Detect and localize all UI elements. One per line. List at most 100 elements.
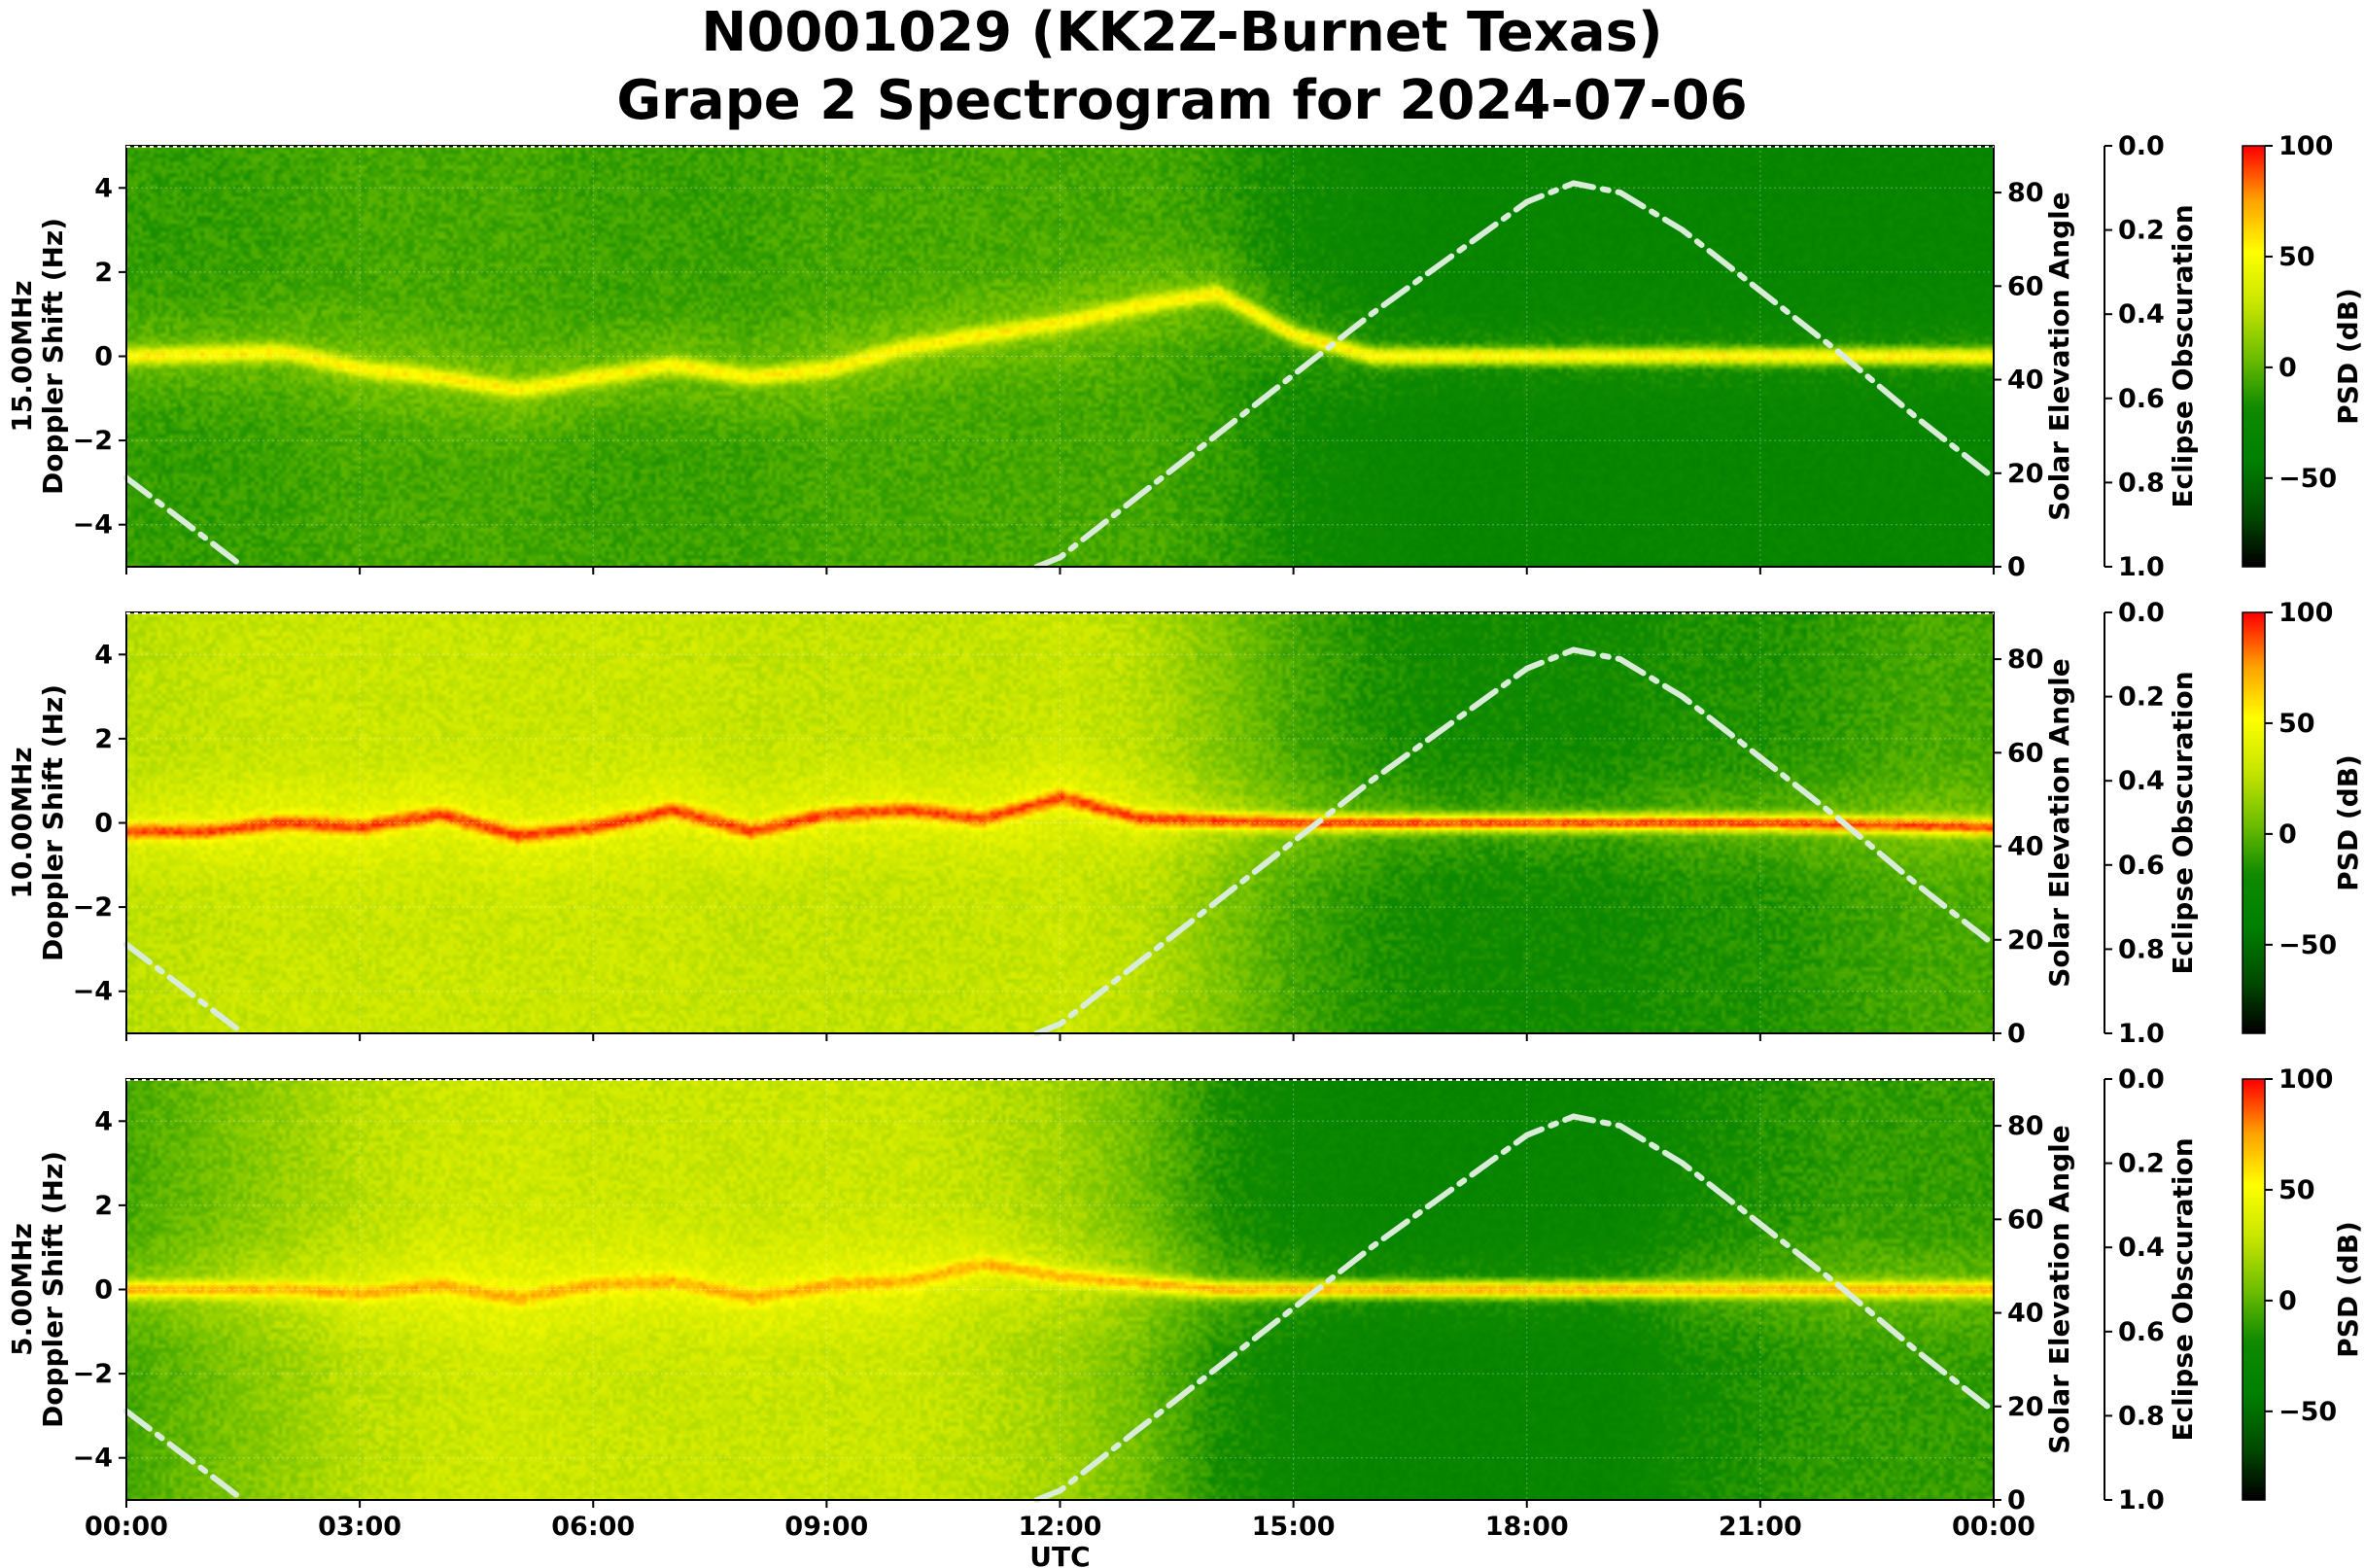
y-tick-label: 0 — [94, 342, 113, 372]
solar-axis-label: Solar Elevation Angle — [2043, 1125, 2075, 1453]
eclipse-tick-label: 0.2 — [2118, 216, 2165, 246]
y-tick-label: 0 — [94, 1275, 113, 1306]
panels: 420−2−415.00MHz Doppler Shift (Hz)0204060… — [6, 131, 2364, 1568]
eclipse-axis-label: Eclipse Obscuration — [2167, 1137, 2199, 1441]
spectrogram-heatmap — [126, 146, 1994, 567]
psd-colorbar — [2243, 1079, 2265, 1500]
eclipse-tick-label: 0.4 — [2118, 1233, 2165, 1263]
y-tick-label: −2 — [73, 1359, 113, 1389]
y-tick-label: −4 — [73, 1444, 113, 1474]
panel-5.00MHz: 420−2−45.00MHz Doppler Shift (Hz)02040608… — [6, 1064, 2364, 1568]
colorbar-label: PSD (dB) — [2332, 754, 2364, 891]
panel-10.00MHz: 420−2−410.00MHz Doppler Shift (Hz)0204060… — [6, 598, 2364, 1049]
solar-elevation-curve — [1033, 1113, 1997, 1503]
y-axis-label-frequency: 10.00MHz — [6, 747, 38, 898]
colorbar-tick-label: 50 — [2278, 709, 2315, 739]
eclipse-tick-label: 0.8 — [2118, 468, 2165, 498]
colorbar-tick-label: 0 — [2278, 353, 2297, 383]
x-axis-label: UTC — [1029, 1541, 1090, 1568]
colorbar-tick-label: −50 — [2278, 464, 2337, 494]
eclipse-tick-label: 0.6 — [2118, 384, 2165, 414]
colorbar-tick-label: 50 — [2278, 1175, 2315, 1205]
y-tick-label: 0 — [94, 809, 113, 839]
colorbar-label: PSD (dB) — [2332, 288, 2364, 425]
eclipse-tick-label: 1.0 — [2118, 552, 2165, 582]
eclipse-axis-label: Eclipse Obscuration — [2167, 204, 2199, 507]
y-tick-label: −2 — [73, 426, 113, 456]
eclipse-tick-label: 0.8 — [2118, 1401, 2165, 1431]
solar-axis-label: Solar Elevation Angle — [2043, 658, 2075, 987]
x-tick-label: 15:00 — [1252, 1512, 1336, 1542]
figure-title-line2: Grape 2 Spectrogram for 2024-07-06 — [616, 69, 1747, 132]
eclipse-tick-label: 0.6 — [2118, 851, 2165, 881]
solar-tick-label: 40 — [2007, 1299, 2044, 1329]
figure-title-line1: N0001029 (KK2Z-Burnet Texas) — [701, 1, 1662, 64]
eclipse-tick-label: 0.8 — [2118, 934, 2165, 964]
solar-tick-label: 20 — [2007, 459, 2044, 489]
solar-tick-label: 60 — [2007, 1204, 2044, 1235]
eclipse-tick-label: 0.6 — [2118, 1317, 2165, 1347]
y-axis-label-frequency: 5.00MHz — [6, 1223, 38, 1356]
y-tick-label: −2 — [73, 892, 113, 923]
y-tick-label: 2 — [94, 1191, 113, 1221]
solar-tick-label: 0 — [2007, 552, 2026, 582]
y-axis-label-frequency: 15.00MHz — [6, 280, 38, 432]
eclipse-tick-label: 0.2 — [2118, 682, 2165, 713]
x-tick-label: 21:00 — [1719, 1512, 1802, 1542]
solar-tick-label: 80 — [2007, 1111, 2044, 1141]
eclipse-tick-label: 0.0 — [2118, 131, 2165, 161]
colorbar-frame — [2242, 1078, 2266, 1501]
colorbar-tick-label: −50 — [2278, 1397, 2337, 1427]
x-tick-label: 06:00 — [551, 1512, 635, 1542]
solar-elevation-curve — [123, 1408, 247, 1503]
solar-elevation-curve — [123, 474, 247, 570]
solar-tick-label: 20 — [2007, 925, 2044, 956]
solar-tick-label: 0 — [2007, 1485, 2026, 1516]
eclipse-tick-label: 1.0 — [2118, 1485, 2165, 1516]
y-tick-label: 2 — [94, 724, 113, 754]
y-tick-label: 4 — [94, 173, 113, 203]
colorbar-tick-label: 100 — [2278, 131, 2333, 161]
x-tick-label: 18:00 — [1485, 1512, 1569, 1542]
x-tick-label: 03:00 — [318, 1512, 401, 1542]
solar-elevation-curve — [123, 941, 247, 1036]
y-tick-label: 2 — [94, 258, 113, 288]
y-tick-label: −4 — [73, 510, 113, 540]
y-tick-label: −4 — [73, 977, 113, 1007]
solar-tick-label: 40 — [2007, 832, 2044, 862]
colorbar-tick-label: 50 — [2278, 242, 2315, 272]
y-axis-label-doppler: Doppler Shift (Hz) — [37, 684, 69, 961]
psd-colorbar — [2243, 612, 2265, 1033]
solar-tick-label: 80 — [2007, 645, 2044, 675]
spectrogram-heatmap — [126, 612, 1994, 1033]
colorbar-tick-label: 100 — [2278, 1064, 2333, 1095]
eclipse-tick-label: 0.4 — [2118, 299, 2165, 330]
eclipse-axis-label: Eclipse Obscuration — [2167, 671, 2199, 974]
eclipse-tick-label: 0.4 — [2118, 766, 2165, 796]
colorbar-tick-label: 0 — [2278, 819, 2297, 850]
solar-axis-label: Solar Elevation Angle — [2043, 192, 2075, 520]
spectrogram-heatmap — [126, 1079, 1994, 1500]
solar-tick-label: 0 — [2007, 1019, 2026, 1049]
y-tick-label: 4 — [94, 640, 113, 670]
panel-15.00MHz: 420−2−415.00MHz Doppler Shift (Hz)0204060… — [6, 131, 2364, 582]
colorbar-label: PSD (dB) — [2332, 1221, 2364, 1358]
eclipse-tick-label: 1.0 — [2118, 1019, 2165, 1049]
solar-tick-label: 60 — [2007, 271, 2044, 301]
colorbar-frame — [2242, 145, 2266, 568]
y-tick-label: 4 — [94, 1106, 113, 1136]
x-tick-label: 00:00 — [85, 1512, 168, 1542]
solar-elevation-curve — [1033, 180, 1997, 570]
x-tick-label: 00:00 — [1952, 1512, 2035, 1542]
colorbar-tick-label: −50 — [2278, 930, 2337, 960]
x-tick-label: 09:00 — [784, 1512, 868, 1542]
y-axis-label-doppler: Doppler Shift (Hz) — [37, 1151, 69, 1428]
solar-tick-label: 40 — [2007, 366, 2044, 396]
colorbar-tick-label: 100 — [2278, 598, 2333, 628]
solar-elevation-curve — [1033, 646, 1997, 1036]
y-axis-label-doppler: Doppler Shift (Hz) — [37, 218, 69, 495]
colorbar-frame — [2242, 611, 2266, 1034]
eclipse-tick-label: 0.2 — [2118, 1149, 2165, 1179]
x-tick-label: 12:00 — [1019, 1512, 1102, 1542]
